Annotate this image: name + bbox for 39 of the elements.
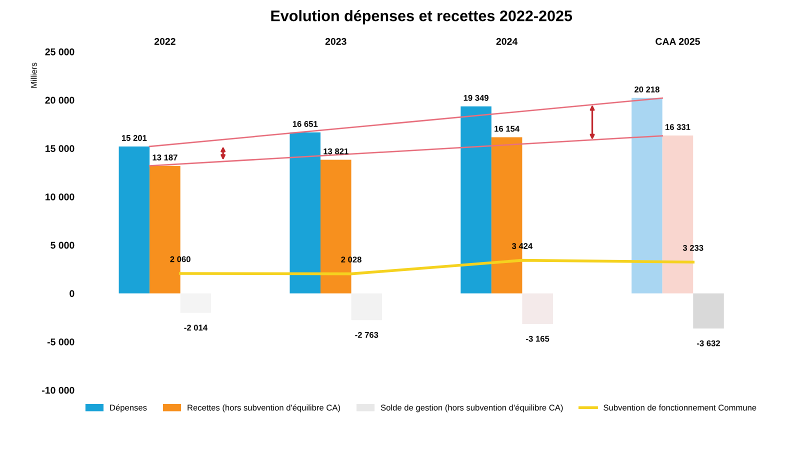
x-tick-label: CAA 2025 [656,38,700,45]
bar [460,106,492,294]
data-label: -3 165 [526,336,550,342]
bar [180,293,212,313]
x-tick-label: 2024 [496,38,518,45]
y-tick-label: -10 000 [42,386,74,394]
bar [351,293,382,320]
data-label: 16 154 [494,126,520,132]
y-tick-label: 25 000 [45,48,74,56]
y-tick-label: 10 000 [46,193,74,200]
data-label: 19 349 [464,94,488,101]
data-label: -2 763 [355,332,378,338]
bar [522,293,553,324]
data-label: 13 821 [324,148,348,154]
y-tick-label: 15 000 [46,145,74,152]
bar [118,146,150,294]
data-label: -2 014 [184,324,208,331]
data-label: 13 187 [152,154,178,160]
legend-label: Solde de gestion (hors subvention d'équilibre CA) [380,404,563,412]
bar [290,132,321,294]
data-label: -3 632 [697,340,720,346]
data-label: 16 331 [666,124,690,130]
y-tick-label: 20 000 [45,96,74,104]
legend-label: Dépenses [110,404,147,412]
data-label: 16 651 [292,121,318,127]
data-label: 20 218 [634,86,660,92]
bar [693,293,724,329]
data-label: 15 201 [122,135,147,141]
x-tick-label: 2022 [154,38,176,45]
chart-title: Evolution dépenses et recettes 2022-2025 [271,10,572,24]
data-label: 3 233 [682,244,704,251]
x-tick-label: 2023 [325,38,346,45]
legend-label: Recettes (hors subvention d'équilibre CA) [188,404,340,412]
bar [632,98,662,294]
y-tick-label: -5 000 [47,338,74,346]
legend-label: Subvention de fonctionnement Commune [604,404,756,411]
y-tick-label: 5 000 [50,242,74,249]
y-tick-label: 0 [70,290,74,298]
y-axis-title: Milliers [30,62,37,88]
